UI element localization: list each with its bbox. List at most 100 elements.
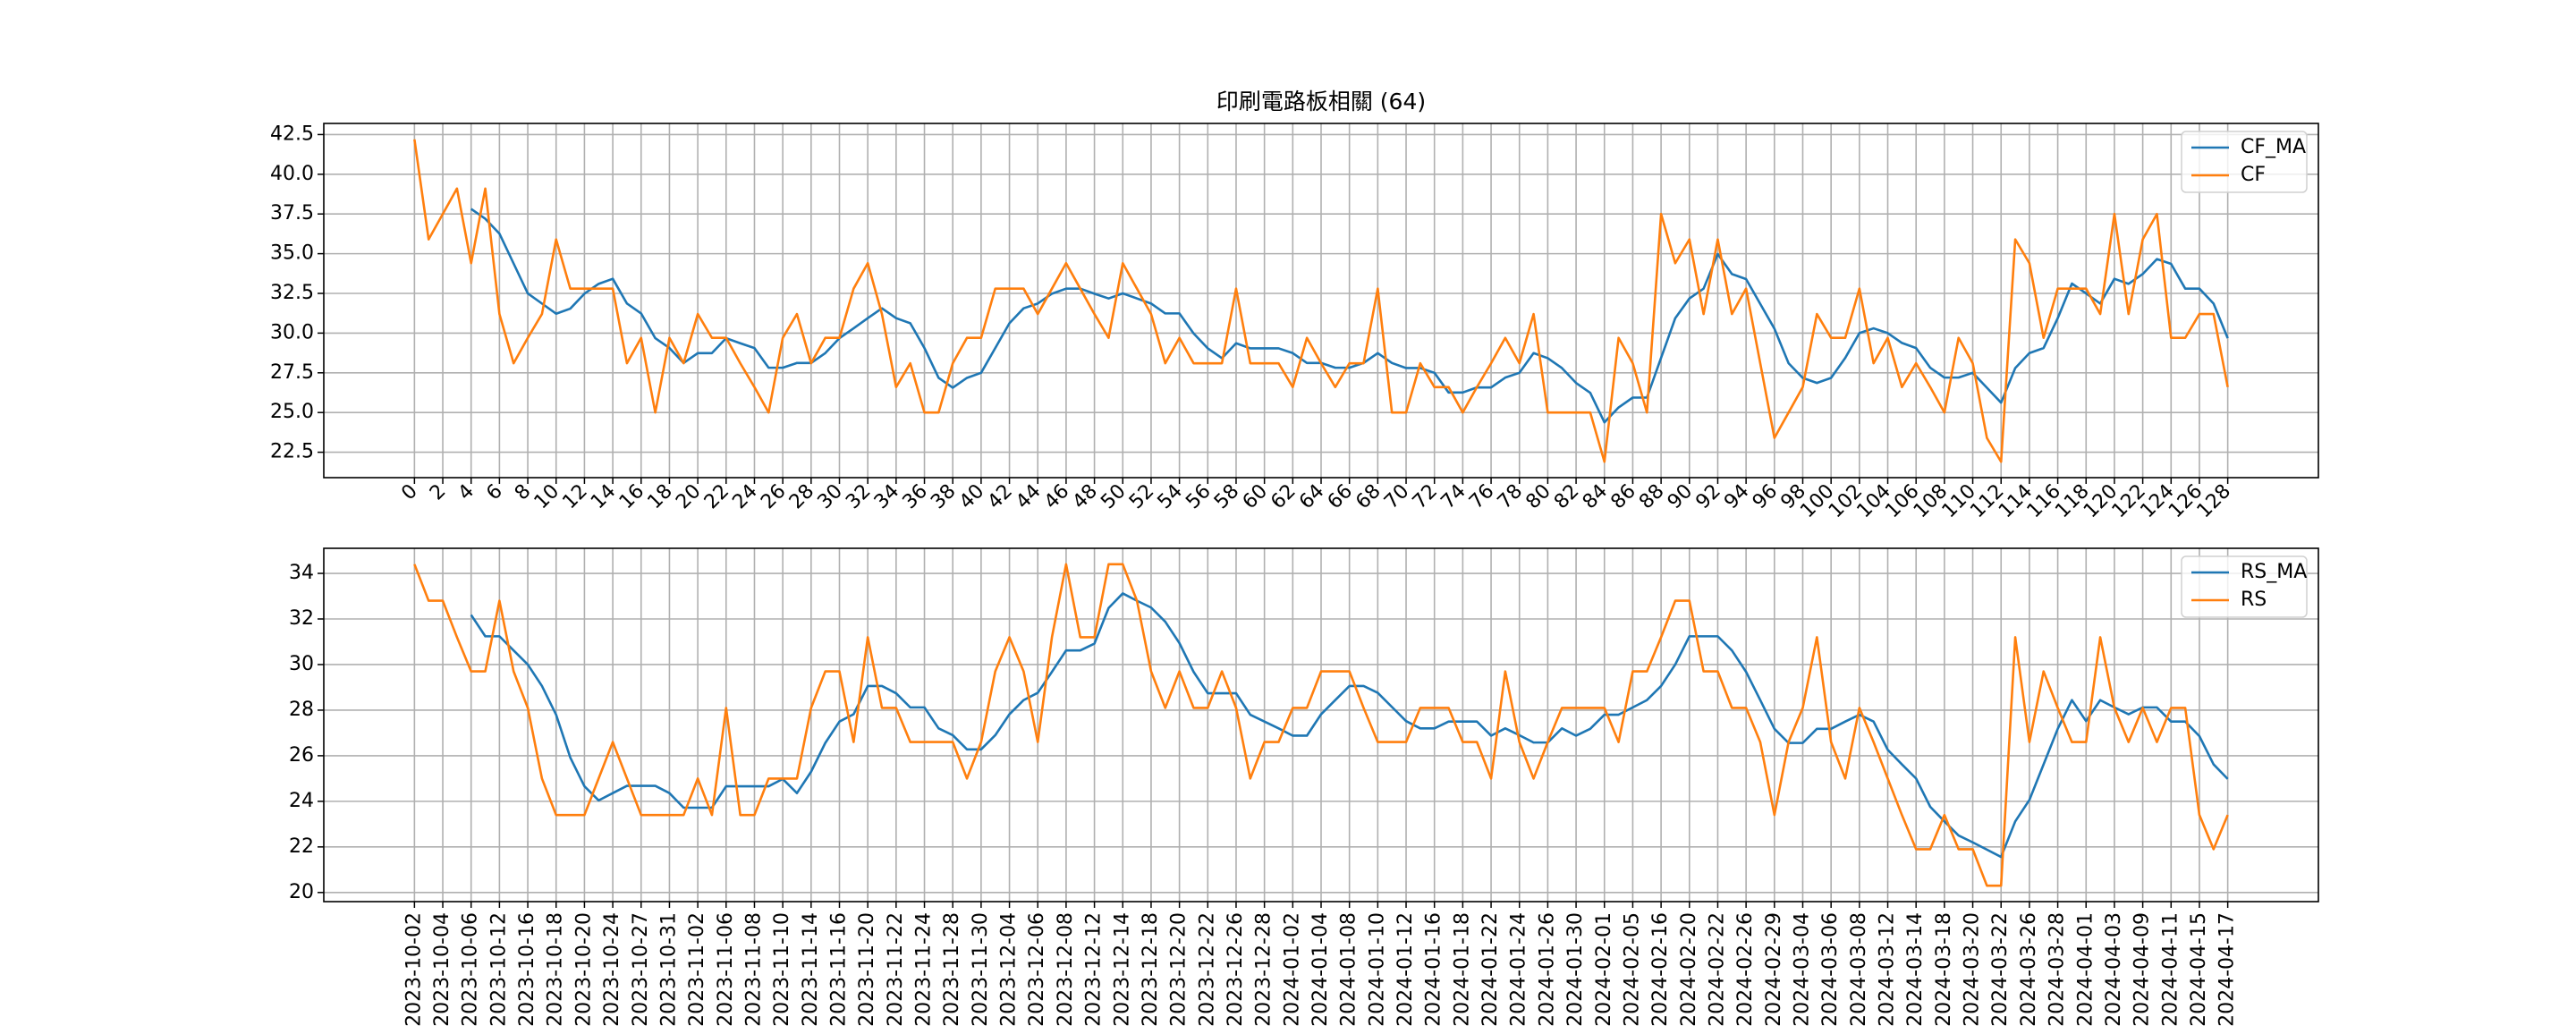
x-tick-label: 2023-11-08 [742, 912, 765, 1027]
axes-frame [323, 547, 2319, 903]
x-tick-label: 2023-12-12 [1083, 912, 1106, 1027]
x-tick-label: 2024-01-10 [1366, 912, 1388, 1027]
x-tick-label: 2024-03-26 [2018, 912, 2040, 1027]
x-tick-label: 2023-12-08 [1055, 912, 1077, 1027]
x-tick-label: 2023-10-06 [460, 912, 482, 1027]
y-tick-label: 32 [289, 607, 314, 630]
x-tick-label: 2023-11-30 [970, 912, 992, 1027]
x-tick-label: 2023-10-20 [572, 912, 595, 1027]
x-tick-label: 2024-03-04 [1791, 912, 1813, 1027]
x-tick-label: 2023-12-06 [1026, 912, 1048, 1027]
legend-label: CF_MA [2241, 136, 2306, 158]
x-tick-label: 2023-11-14 [800, 912, 822, 1027]
y-tick-label: 20 [289, 881, 314, 903]
legend-label: CF [2241, 164, 2266, 186]
x-tick-label: 2024-03-12 [1877, 912, 1899, 1027]
x-tick-label: 0 [397, 480, 422, 505]
x-tick-label: 2024-01-22 [1479, 912, 1502, 1027]
y-tick-label: 34 [289, 562, 314, 584]
x-tick-label: 2023-12-22 [1196, 912, 1218, 1027]
x-tick-label: 2023-12-26 [1224, 912, 1247, 1027]
x-tick-label: 2024-03-06 [1819, 912, 1842, 1027]
chart-title: 印刷電路板相關 (64) [1216, 89, 1426, 114]
x-tick-label: 2024-01-18 [1451, 912, 1473, 1027]
x-tick-label: 2024-01-26 [1536, 912, 1558, 1027]
x-tick-label: 2024-01-24 [1508, 912, 1530, 1027]
y-tick-label: 28 [289, 699, 314, 721]
x-tick-label: 2024-01-12 [1394, 912, 1417, 1027]
x-tick-label: 2023-12-04 [998, 912, 1021, 1027]
x-tick-label: 2023-11-02 [686, 912, 708, 1027]
x-tick-label: 2024-02-20 [1678, 912, 1700, 1027]
x-tick-label: 4 [454, 480, 479, 505]
x-tick-label: 2023-10-04 [431, 912, 453, 1027]
x-tick-label: 2024-03-20 [1962, 912, 1984, 1027]
x-tick-label: 2024-01-16 [1423, 912, 1445, 1027]
y-tick-label: 30 [289, 653, 314, 675]
x-tick-label: 2024-04-01 [2074, 912, 2097, 1027]
x-tick-label: 2023-11-06 [715, 912, 737, 1027]
x-tick-label: 2 [426, 480, 451, 505]
y-tick-label: 22.5 [270, 441, 314, 463]
x-tick-label: 2024-01-30 [1564, 912, 1587, 1027]
x-tick-label: 2024-02-16 [1649, 912, 1672, 1027]
y-tick-label: 35.0 [270, 242, 314, 265]
x-tick-label: 2023-10-18 [545, 912, 567, 1027]
x-tick-label: 2023-10-31 [657, 912, 680, 1027]
x-tick-label: 2023-11-24 [913, 912, 936, 1027]
legend-label: RS_MA [2241, 561, 2307, 583]
x-tick-label: 2023-11-16 [828, 912, 851, 1027]
x-tick-label: 2024-02-29 [1763, 912, 1785, 1027]
x-tick-label: 2023-10-24 [601, 912, 623, 1027]
x-tick-label: 2024-02-01 [1593, 912, 1615, 1027]
x-tick-label: 2023-12-20 [1168, 912, 1191, 1027]
x-tick-label: 2024-04-15 [2188, 912, 2210, 1027]
x-tick-label: 2023-10-27 [630, 912, 652, 1027]
series-line [470, 592, 2229, 859]
x-tick-label: 2024-03-22 [1989, 912, 2012, 1027]
x-tick-label: 2024-04-09 [2131, 912, 2154, 1027]
y-tick-label: 37.5 [270, 202, 314, 225]
x-tick-label: 2024-02-22 [1706, 912, 1728, 1027]
y-tick-label: 32.5 [270, 282, 314, 304]
x-tick-label: 2024-03-18 [1933, 912, 1955, 1027]
y-tick-label: 40.0 [270, 163, 314, 185]
x-tick-label: 2024-02-26 [1734, 912, 1757, 1027]
y-tick-label: 30.0 [270, 321, 314, 343]
x-tick-label: 2023-11-10 [771, 912, 793, 1027]
x-tick-label: 8 [511, 480, 536, 505]
y-tick-label: 27.5 [270, 361, 314, 384]
y-tick-label: 22 [289, 835, 314, 858]
x-tick-label: 2023-10-16 [516, 912, 538, 1027]
x-tick-label: 2023-12-18 [1140, 912, 1162, 1027]
x-tick-label: 2024-03-28 [2046, 912, 2069, 1027]
y-tick-label: 26 [289, 744, 314, 767]
x-tick-label: 2023-10-02 [402, 912, 425, 1027]
x-tick-label: 2024-03-14 [1904, 912, 1927, 1027]
y-tick-label: 24 [289, 790, 314, 812]
x-tick-label: 2024-01-02 [1281, 912, 1303, 1027]
legend-label: RS [2241, 589, 2267, 611]
y-tick-label: 42.5 [270, 123, 314, 145]
series-line [413, 563, 2229, 887]
x-tick-label: 2024-02-05 [1621, 912, 1643, 1027]
x-tick-label: 2024-01-04 [1309, 912, 1332, 1027]
x-tick-label: 128 [2193, 480, 2235, 522]
x-tick-label: 2023-12-14 [1111, 912, 1133, 1027]
x-tick-label: 2023-11-28 [941, 912, 963, 1027]
series-line [470, 208, 2229, 424]
axes-frame [323, 123, 2319, 479]
x-tick-label: 2023-12-28 [1253, 912, 1275, 1027]
x-tick-label: 2023-11-20 [856, 912, 878, 1027]
series-line [413, 139, 2229, 463]
x-tick-label: 2024-04-11 [2159, 912, 2182, 1027]
x-tick-label: 2023-10-12 [487, 912, 510, 1027]
x-tick-label: 6 [482, 480, 507, 505]
x-tick-label: 2023-11-22 [885, 912, 907, 1027]
y-tick-label: 25.0 [270, 401, 314, 423]
x-tick-label: 2024-01-08 [1338, 912, 1360, 1027]
x-tick-label: 2024-04-17 [2216, 912, 2239, 1027]
x-tick-label: 2024-04-03 [2103, 912, 2125, 1027]
